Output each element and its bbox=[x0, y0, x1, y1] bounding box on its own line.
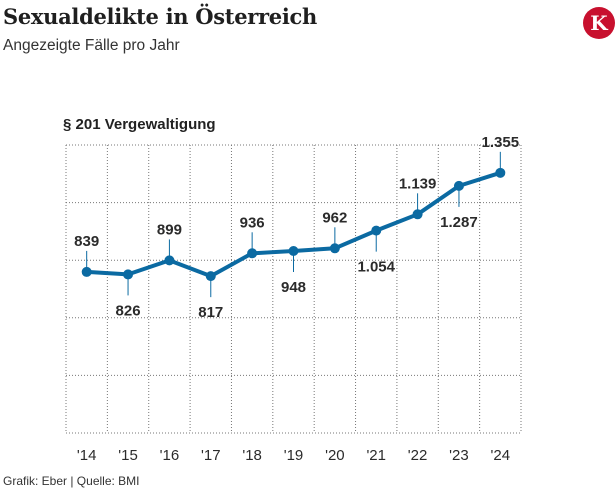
data-point[interactable] bbox=[412, 209, 423, 220]
data-point[interactable] bbox=[164, 255, 175, 266]
source-note: Grafik: Eber | Quelle: BMI bbox=[3, 474, 140, 488]
data-label: 899 bbox=[157, 221, 182, 238]
data-points bbox=[81, 167, 506, 282]
data-point[interactable] bbox=[495, 167, 506, 178]
data-point[interactable] bbox=[81, 266, 92, 277]
x-tick-label: '18 bbox=[242, 447, 262, 464]
series-title: § 201 Vergewaltigung bbox=[63, 116, 216, 133]
data-label: 936 bbox=[240, 214, 265, 231]
data-label: 962 bbox=[322, 209, 347, 226]
data-label: 1.355 bbox=[482, 134, 520, 151]
data-labels: 839 826 899 817 936 948 962 1.054 1.139 1.287 1.35… bbox=[74, 134, 519, 321]
data-point[interactable] bbox=[123, 269, 134, 280]
x-tick-label: '16 bbox=[160, 447, 180, 464]
data-label: 839 bbox=[74, 233, 99, 250]
data-label: 1.287 bbox=[440, 214, 478, 231]
data-point[interactable] bbox=[453, 180, 464, 191]
gridlines bbox=[65, 144, 522, 434]
data-point[interactable] bbox=[205, 271, 216, 282]
x-tick-label: '22 bbox=[408, 447, 428, 464]
x-tick-label: '21 bbox=[366, 447, 386, 464]
x-tick-label: '19 bbox=[284, 447, 304, 464]
data-point[interactable] bbox=[329, 243, 340, 254]
x-tick-label: '15 bbox=[118, 447, 138, 464]
x-tick-label: '17 bbox=[201, 447, 221, 464]
data-label: 948 bbox=[281, 279, 306, 296]
data-point[interactable] bbox=[288, 245, 299, 256]
x-tick-label: '24 bbox=[491, 447, 511, 464]
x-tick-label: '23 bbox=[449, 447, 469, 464]
data-label: 1.054 bbox=[357, 259, 395, 276]
data-label: 1.139 bbox=[399, 175, 437, 192]
label-leaders bbox=[86, 151, 501, 298]
data-point[interactable] bbox=[371, 225, 382, 236]
x-tick-label: '14 bbox=[77, 447, 97, 464]
x-axis-ticks: '14 '15 '16 '17 '18 '19 '20 '21 '22 '23 '24 bbox=[77, 447, 510, 464]
data-label: 817 bbox=[198, 304, 223, 321]
data-point[interactable] bbox=[247, 248, 258, 259]
x-tick-label: '20 bbox=[325, 447, 345, 464]
chart-subtitle: Angezeigte Fälle pro Jahr bbox=[3, 37, 180, 54]
chart-title: Sexualdelikte in Österreich bbox=[3, 4, 317, 29]
data-label: 826 bbox=[116, 302, 141, 319]
brand-logo[interactable]: K bbox=[583, 7, 615, 39]
